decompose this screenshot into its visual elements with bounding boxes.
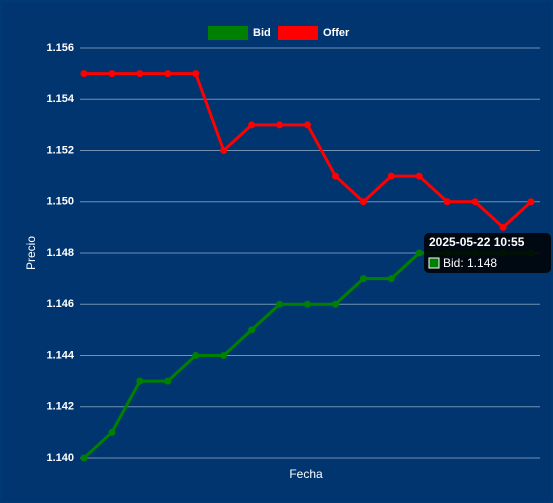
data-point (248, 121, 256, 129)
data-point (220, 352, 228, 359)
tooltip-title: 2025-05-22 10:55 (429, 235, 525, 249)
data-point (276, 121, 284, 129)
y-tick-label: 1.146 (46, 298, 74, 310)
x-axis-label: Fecha (289, 467, 323, 481)
data-point (443, 198, 451, 206)
y-tick-label: 1.154 (46, 93, 74, 105)
data-point (164, 377, 172, 385)
data-point (304, 300, 311, 308)
tooltip-box (424, 233, 551, 273)
data-point (276, 300, 284, 308)
data-point (359, 198, 367, 206)
data-point (387, 172, 395, 180)
tooltip-swatch (428, 257, 440, 269)
data-point (192, 70, 200, 78)
legend-label: Bid (253, 27, 271, 39)
data-point (527, 198, 535, 206)
data-point (136, 377, 144, 385)
data-point (415, 249, 423, 257)
legend-label: Offer (323, 27, 350, 39)
data-point (220, 147, 228, 154)
data-point (471, 198, 479, 206)
data-point (304, 121, 311, 129)
data-point (359, 275, 367, 283)
y-tick-label: 1.156 (46, 42, 74, 54)
data-point (331, 172, 339, 180)
data-point (108, 70, 116, 78)
data-point (387, 275, 395, 283)
data-point (248, 326, 256, 334)
data-point (136, 70, 144, 78)
data-point (164, 70, 172, 78)
data-point (80, 70, 88, 78)
legend-swatch (208, 26, 248, 40)
y-tick-label: 1.152 (46, 144, 74, 156)
data-point (108, 428, 116, 436)
data-point (80, 454, 88, 462)
y-tick-label: 1.140 (46, 452, 74, 464)
legend-swatch (278, 26, 318, 40)
tooltip-label: Bid: 1.148 (443, 256, 497, 270)
y-tick-label: 1.148 (46, 247, 74, 259)
y-tick-label: 1.142 (46, 401, 74, 413)
y-tick-label: 1.144 (46, 349, 74, 361)
data-point (415, 172, 423, 180)
data-point (331, 300, 339, 308)
y-axis-label: Precio (24, 236, 38, 270)
y-tick-label: 1.150 (46, 196, 74, 208)
data-point (192, 352, 200, 359)
data-point (499, 223, 507, 231)
